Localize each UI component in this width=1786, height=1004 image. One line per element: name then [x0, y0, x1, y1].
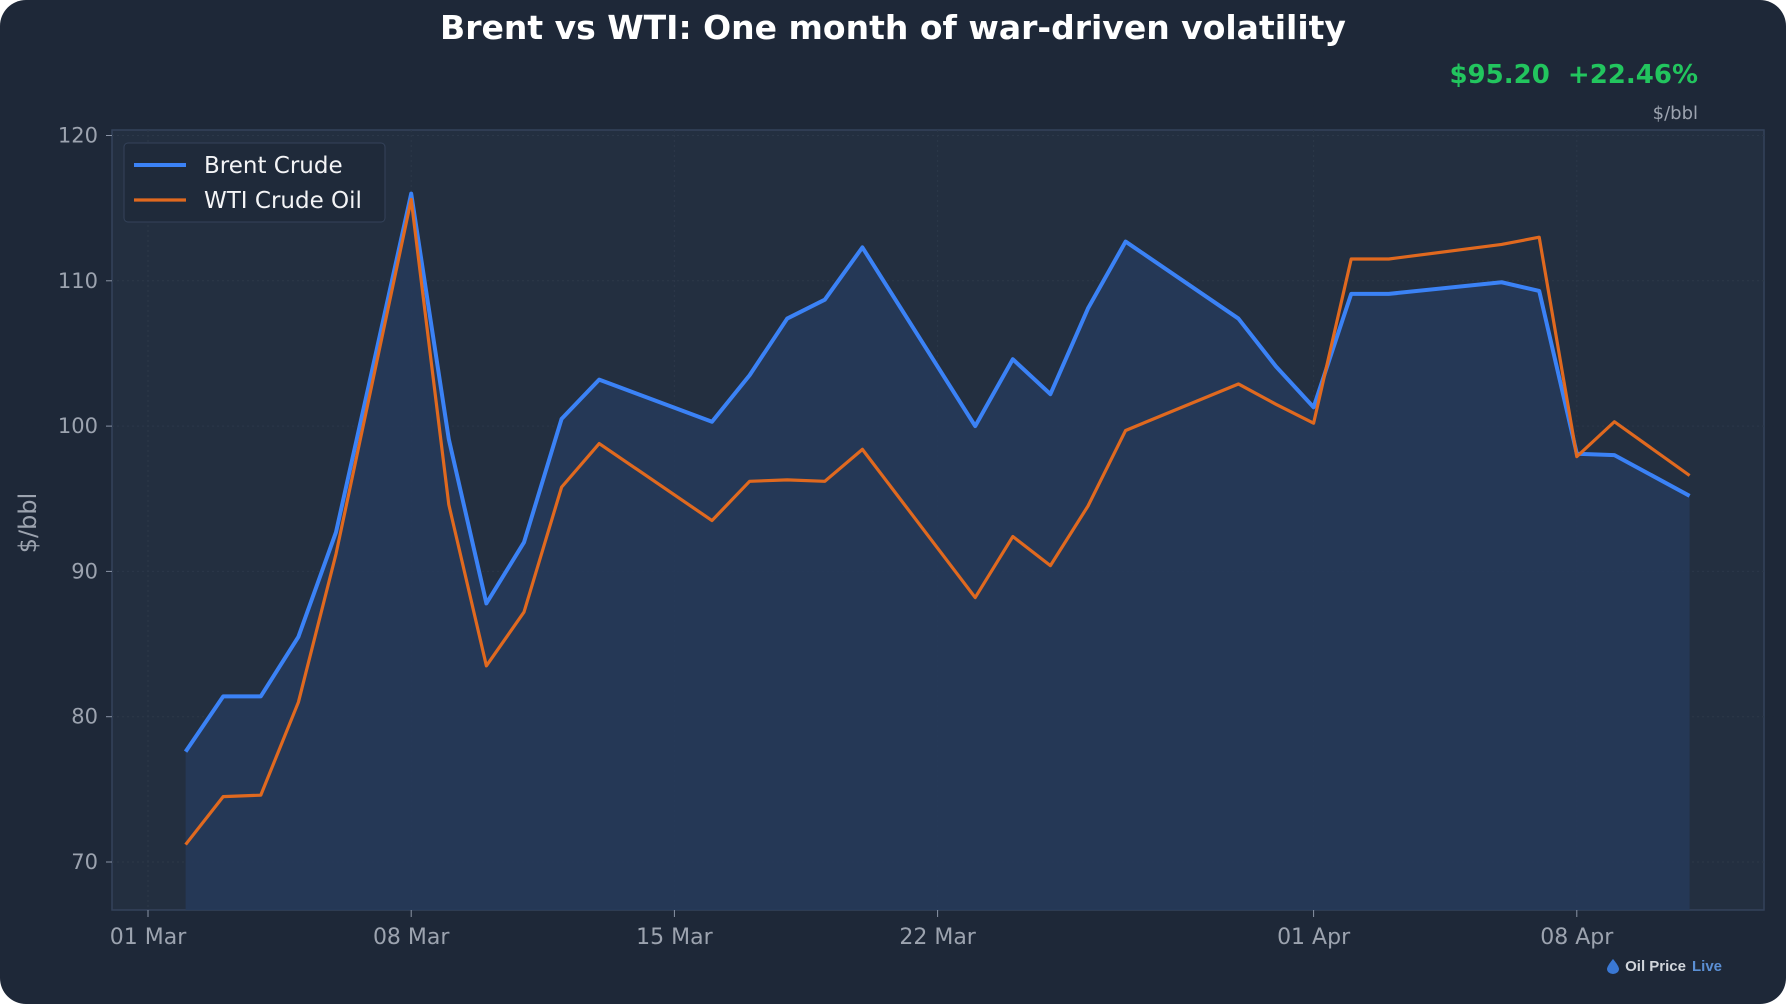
series-line-wti	[184, 197, 1691, 846]
brent-area-fill	[185, 193, 1690, 910]
y-tick-label: 70	[71, 850, 98, 874]
current-price: $95.20	[1449, 60, 1550, 90]
y-tick-label: 80	[71, 705, 98, 729]
legend-label: Brent Crude	[204, 153, 343, 179]
oil-drop-icon	[1607, 959, 1620, 974]
brand-name: Oil Price	[1625, 958, 1686, 975]
x-tick-label: 01 Mar	[110, 925, 187, 950]
x-tick-label: 01 Apr	[1277, 925, 1351, 950]
brand-logo: Oil Price Live	[1607, 958, 1722, 975]
x-tick-label: 08 Mar	[373, 925, 450, 950]
y-axis-label: $/bbl	[14, 493, 42, 554]
series-line-brent	[183, 191, 1691, 753]
x-tick-label: 08 Apr	[1540, 925, 1614, 950]
y-tick-label: 100	[58, 414, 98, 438]
x-tick-label: 15 Mar	[636, 925, 713, 950]
price-headline: $95.20 +22.46%	[1449, 60, 1698, 90]
y-tick-label: 90	[71, 559, 98, 583]
price-change: +22.46%	[1567, 60, 1698, 90]
chart-title: Brent vs WTI: One month of war-driven vo…	[440, 8, 1346, 47]
x-tick-label: 22 Mar	[899, 925, 976, 950]
brand-suffix: Live	[1691, 958, 1722, 975]
unit-label: $/bbl	[1652, 103, 1698, 124]
legend-box	[123, 142, 386, 223]
y-tick-label: 110	[58, 269, 98, 293]
legend: Brent Crude WTI Crude Oil	[123, 142, 386, 223]
y-tick-label: 120	[58, 124, 98, 148]
legend-label: WTI Crude Oil	[204, 188, 362, 214]
